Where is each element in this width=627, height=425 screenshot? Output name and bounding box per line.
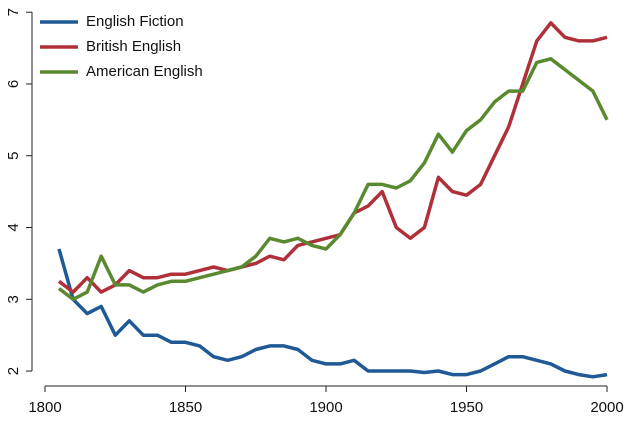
series-line [57, 21, 608, 294]
series-line [57, 248, 608, 379]
legend-label: American English [86, 63, 203, 80]
legend-label: British English [86, 38, 181, 55]
x-tick-label: 1850 [169, 399, 202, 416]
y-tick-label: 7 [5, 8, 22, 16]
legend-label: English Fiction [86, 13, 184, 30]
y-tick-label: 3 [5, 295, 22, 303]
y-tick-label: 4 [5, 223, 22, 231]
x-tick-label: 1800 [28, 399, 61, 416]
y-tick-label: 6 [5, 80, 22, 88]
series-line [57, 57, 609, 302]
x-tick-label: 1950 [450, 399, 483, 416]
y-tick-label: 5 [5, 152, 22, 160]
x-tick-label: 2000 [590, 399, 623, 416]
x-tick-label: 1900 [309, 399, 342, 416]
y-tick-label: 2 [5, 367, 22, 375]
